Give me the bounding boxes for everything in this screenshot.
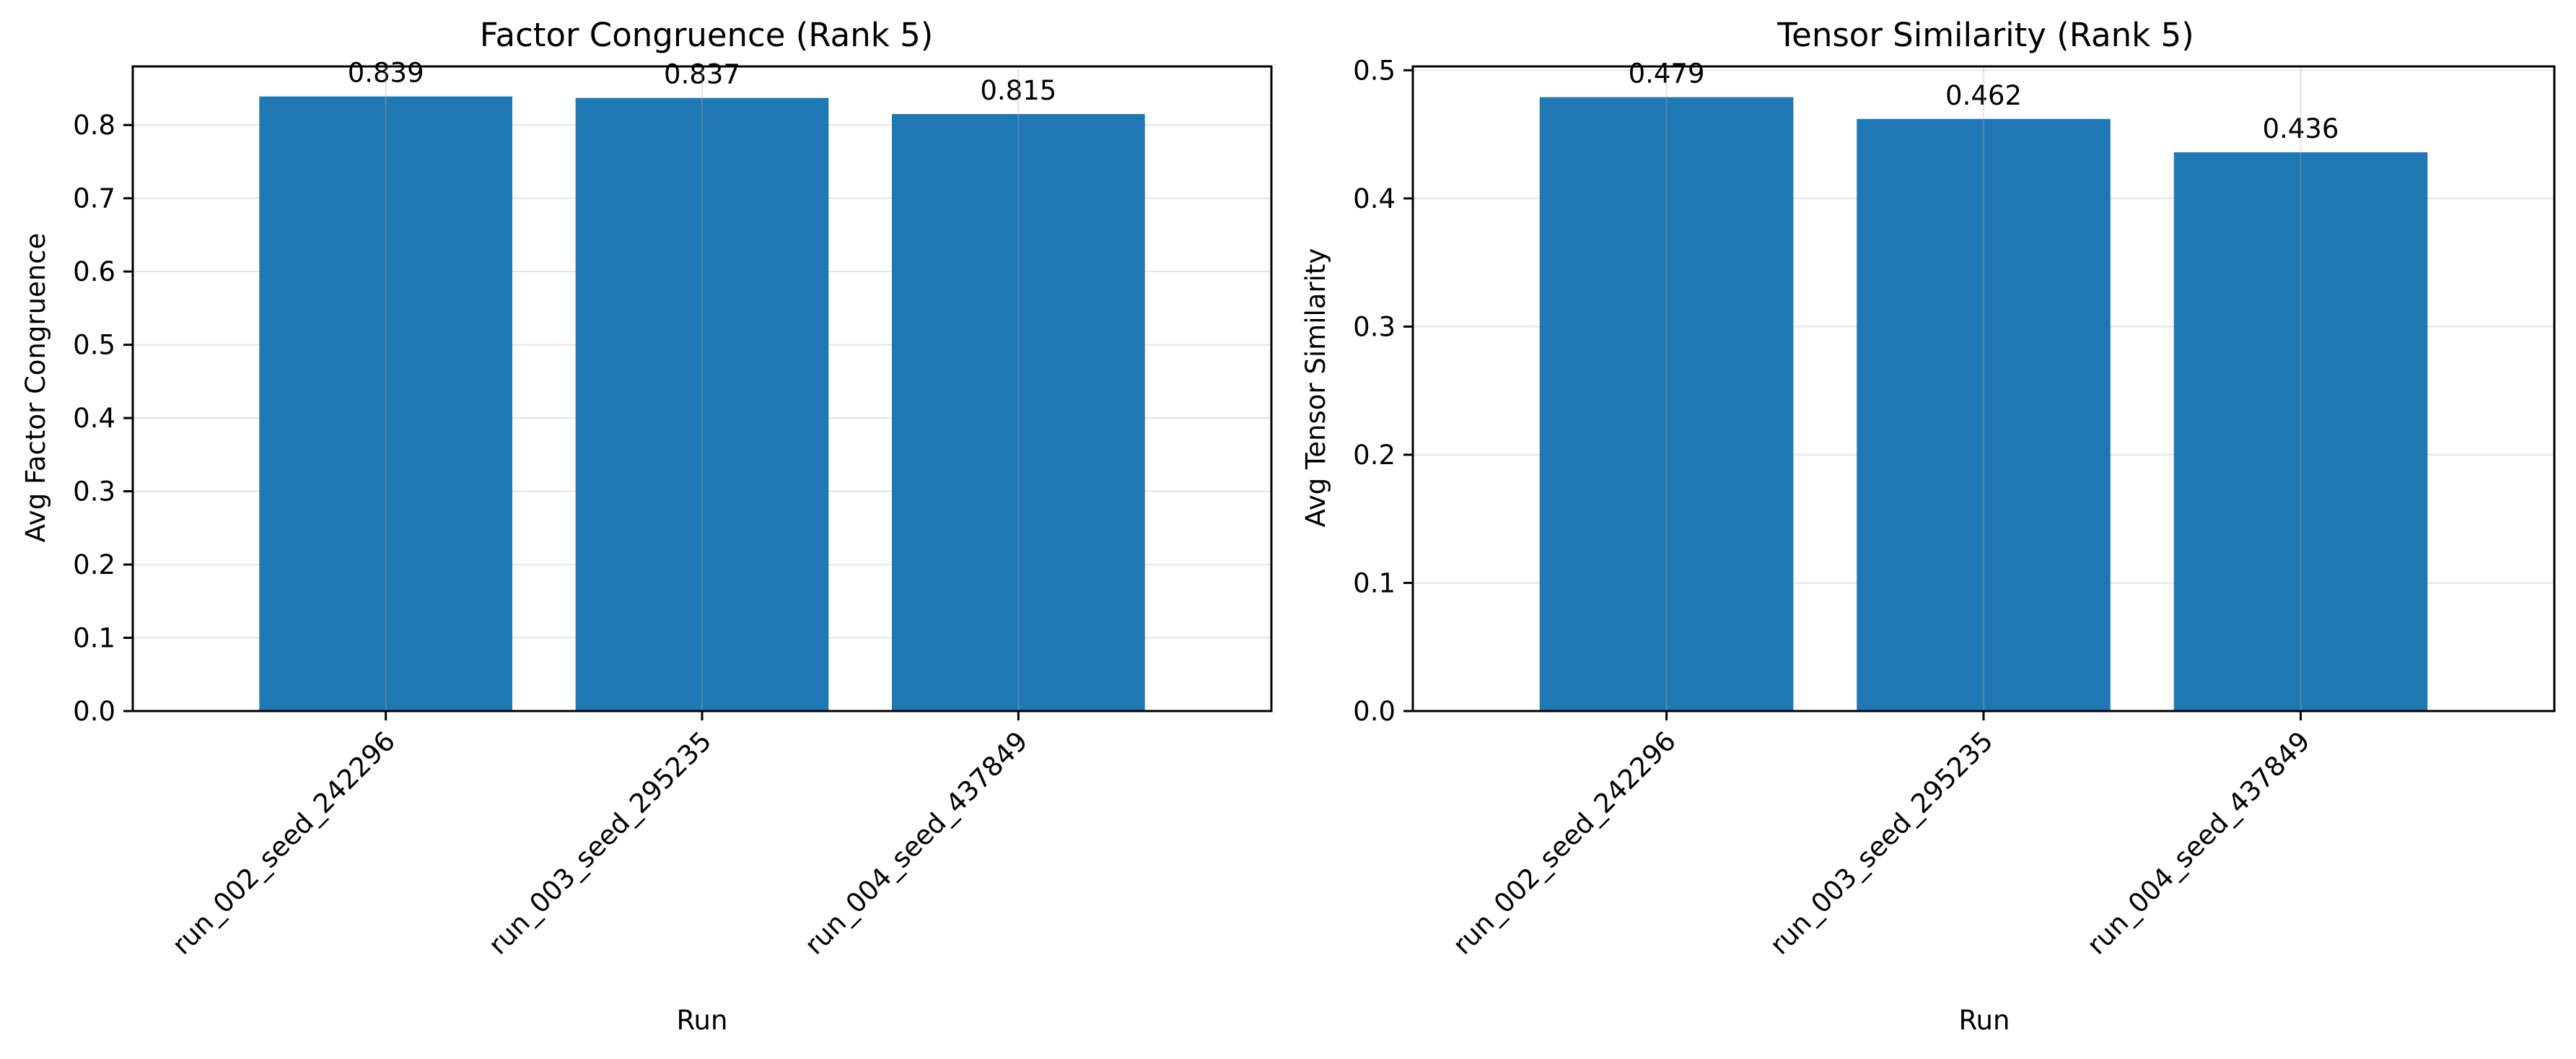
y-tick-label: 0.4 (1353, 183, 1396, 214)
data-label: 0.436 (2262, 113, 2339, 144)
y-axis-label: Avg Tensor Similarity (1300, 248, 1331, 528)
y-tick-label: 0.1 (1353, 567, 1396, 598)
chart-title: Factor Congruence (Rank 5) (480, 16, 934, 54)
y-tick-label: 0.3 (73, 476, 115, 507)
y-tick-label: 0.5 (1353, 55, 1396, 86)
y-tick-label: 0.2 (73, 549, 115, 580)
y-tick-label: 0.4 (73, 403, 115, 434)
bar-run-004-seed-437849 (2173, 152, 2428, 711)
x-axis-label: Run (677, 1005, 728, 1036)
x-axis-label: Run (1959, 1005, 2010, 1036)
plot-frame (131, 65, 1273, 712)
data-label: 0.815 (980, 75, 1056, 106)
bar-run-002-seed-242296 (259, 96, 512, 712)
plot-frame (1411, 65, 2556, 712)
y-tick-label: 0.0 (1353, 696, 1396, 727)
data-label: 0.479 (1629, 58, 1705, 90)
y-tick-label: 0.5 (73, 330, 115, 361)
y-tick-label: 0.6 (73, 256, 115, 287)
bar-run-002-seed-242296 (1539, 97, 1794, 712)
data-label: 0.839 (348, 58, 424, 89)
y-tick-label: 0.2 (1353, 440, 1396, 471)
bar-run-004-seed-437849 (892, 113, 1145, 711)
bar-run-003-seed-295235 (575, 97, 829, 711)
y-tick-label: 0.7 (73, 183, 115, 214)
chart-title: Tensor Similarity (Rank 5) (1777, 16, 2194, 54)
data-label: 0.462 (1945, 80, 2022, 111)
y-tick-label: 0.0 (73, 696, 115, 727)
y-axis-label: Avg Factor Congruence (20, 233, 51, 543)
data-label: 0.837 (664, 59, 740, 90)
bar-run-003-seed-295235 (1857, 118, 2111, 712)
y-tick-label: 0.1 (73, 623, 115, 654)
y-tick-label: 0.3 (1353, 311, 1396, 342)
y-tick-label: 0.8 (73, 110, 115, 141)
